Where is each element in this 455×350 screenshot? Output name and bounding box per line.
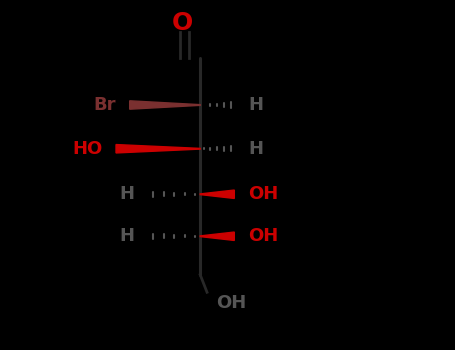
Text: H: H bbox=[248, 96, 263, 114]
Text: HO: HO bbox=[72, 140, 102, 158]
Text: OH: OH bbox=[216, 294, 246, 312]
Polygon shape bbox=[200, 232, 234, 240]
Text: OH: OH bbox=[248, 185, 278, 203]
Text: OH: OH bbox=[248, 227, 278, 245]
Text: H: H bbox=[248, 140, 263, 158]
Polygon shape bbox=[116, 145, 200, 153]
Text: Br: Br bbox=[94, 96, 116, 114]
Text: H: H bbox=[119, 227, 134, 245]
Polygon shape bbox=[130, 101, 200, 109]
Text: H: H bbox=[119, 185, 134, 203]
Text: O: O bbox=[172, 11, 192, 35]
Polygon shape bbox=[200, 190, 234, 198]
